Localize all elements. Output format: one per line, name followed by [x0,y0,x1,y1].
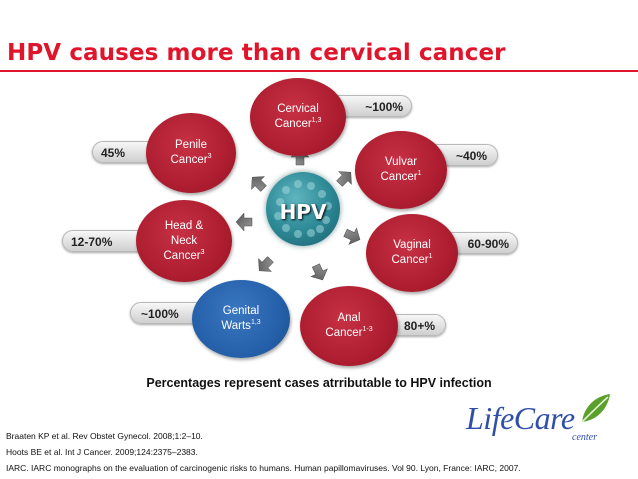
slide-title: HPV causes more than cervical cancer [7,40,506,66]
penile-label-line1: Penile [175,139,207,151]
circle-penile-cancer: Penile Cancer3 [146,113,236,193]
head-neck-label-line1: Head & [164,219,204,232]
arrow-to-anal-icon [310,263,328,281]
head-neck-label-line3: Cancer [163,249,201,262]
caption: Percentages represent cases atrributable… [146,376,492,390]
vulvar-sup: 1 [417,170,422,178]
cervical-sup: 1,3 [311,117,322,125]
virus-texture-icon [274,180,332,238]
arrow-to-head-neck-icon [235,212,253,232]
arrow-to-vaginal-icon [343,227,361,245]
vaginal-label-line2: Cancer [391,254,429,266]
head-neck-sup: 3 [200,248,205,256]
arrow-to-genital-warts-icon [258,256,274,272]
vulvar-label-line1: Vulvar [384,156,418,168]
title-divider [0,70,638,72]
pill-genital-warts-percent: ~100% [141,307,179,321]
circle-cervical-cancer: Cervical Cancer1,3 [250,78,346,156]
vaginal-sup: 1 [428,253,433,261]
anal-label-line2: Cancer [325,327,363,339]
circle-head-neck-cancer: Head & Neck Cancer3 [136,200,232,282]
reference-3: IARC. IARC monographs on the evaluation … [6,463,521,473]
pill-head-neck-percent: 12-70% [71,235,113,249]
penile-sup: 3 [207,153,212,161]
genital-warts-sup: 1,3 [250,319,261,327]
logo-leaf-icon [581,394,610,423]
reference-1: Braaten KP et al. Rev Obstet Gynecol. 20… [6,431,203,441]
logo-subtext: center [572,432,597,443]
hpv-label: HPV [279,200,327,224]
pill-cervical-percent: ~100% [365,100,403,114]
pill-anal-percent: 80+% [403,319,435,333]
cervical-label-line2: Cancer [274,118,312,130]
anal-label-line1: Anal [337,312,361,324]
head-neck-label-line2: Neck [170,234,198,247]
circle-genital-warts: Genital Warts1,3 [192,280,290,358]
pill-penile-percent: 45% [101,146,126,160]
genital-warts-label-line2: Warts [221,320,251,332]
hpv-virus-icon [266,172,340,246]
genital-warts-label-line1: Genital [222,305,260,317]
circle-vulvar-cancer: Vulvar Cancer1 [355,131,447,209]
vaginal-label-line1: Vaginal [393,239,431,251]
pill-vulvar-percent: ~40% [455,149,487,163]
circle-vaginal-cancer: Vaginal Cancer1 [366,214,458,292]
cervical-label-line1: Cervical [277,103,319,115]
penile-label-line2: Cancer [170,154,208,166]
vulvar-label-line2: Cancer [380,171,418,183]
anal-sup: 1-3 [362,326,373,334]
circle-anal-cancer: Anal Cancer1-3 [300,286,398,366]
logo-text: LifeCare [466,400,575,436]
reference-2: Hoots BE et al. Int J Cancer. 2009;124:2… [6,447,198,457]
pill-vaginal-percent: 60-90% [467,237,509,251]
